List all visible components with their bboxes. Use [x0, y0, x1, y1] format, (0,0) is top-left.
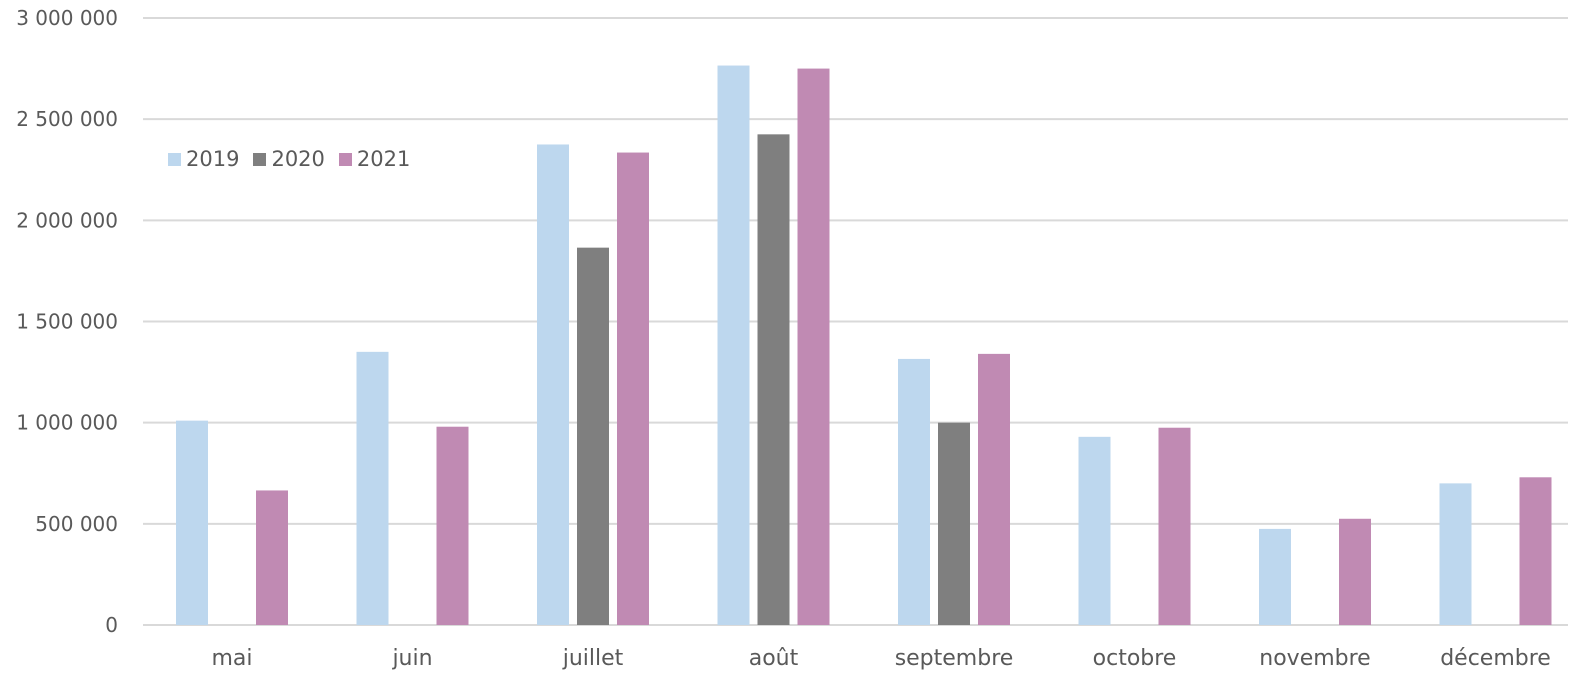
- bar-2019-novembre: [1259, 528, 1291, 625]
- legend: 2019 2020 2021: [168, 147, 410, 171]
- legend-swatch-2021: [338, 152, 352, 166]
- legend-item-2020: 2020: [253, 147, 325, 171]
- x-category-label: novembre: [1259, 646, 1370, 671]
- bar-2019-août: [717, 65, 750, 625]
- bar-2021-juin: [436, 426, 469, 625]
- bar-2021-novembre: [1339, 518, 1371, 625]
- y-tick-label: 2 000 000: [16, 208, 118, 232]
- bar-2019-mai: [176, 420, 208, 625]
- bar-2021-octobre: [1158, 427, 1191, 625]
- x-axis-category-labels: mai juin juillet août septembre octobre novemb…: [211, 646, 1550, 671]
- bar-2020-août: [757, 134, 790, 625]
- y-tick-label: 2 500 000: [16, 107, 118, 131]
- legend-label-2019: 2019: [186, 147, 240, 171]
- legend-swatch-2019: [168, 152, 181, 166]
- bar-2019-juillet: [537, 144, 569, 626]
- x-category-label: octobre: [1093, 646, 1177, 671]
- bar-2019-juin: [356, 351, 389, 625]
- bar-2021-décembre: [1519, 477, 1552, 625]
- x-category-label: septembre: [895, 646, 1014, 671]
- legend-label-2021: 2021: [356, 147, 411, 171]
- bar-2021-mai: [256, 490, 288, 625]
- x-category-label: août: [749, 646, 799, 671]
- y-tick-label: 1 500 000: [16, 310, 118, 334]
- y-tick-label: 3 000 000: [16, 6, 118, 30]
- bar-2019-décembre: [1439, 483, 1472, 625]
- legend-label-2020: 2020: [271, 147, 325, 171]
- bar-2019-octobre: [1078, 436, 1111, 625]
- y-tick-label: 0: [105, 613, 118, 637]
- bar-2020-septembre: [938, 422, 970, 625]
- x-category-label: juin: [391, 646, 432, 671]
- legend-item-2021: 2021: [338, 147, 411, 171]
- bar-2020-juillet: [577, 247, 609, 626]
- legend-item-2019: 2019: [168, 147, 239, 171]
- y-tick-label: 500 000: [35, 512, 118, 536]
- bar-2019-septembre: [898, 358, 930, 625]
- bar-2021-août: [797, 68, 830, 626]
- bar-2021-juillet: [617, 152, 649, 625]
- y-tick-label: 1 000 000: [16, 411, 118, 435]
- x-category-label: décembre: [1440, 646, 1551, 671]
- x-category-label: mai: [211, 646, 252, 671]
- y-axis-tick-labels: 0 500 000 1 000 000 1 500 000 2 000 000 2 500…: [16, 6, 118, 637]
- bar-2021-septembre: [978, 353, 1010, 625]
- x-category-label: juillet: [562, 646, 624, 671]
- bars: [176, 65, 1552, 626]
- legend-swatch-2020: [253, 152, 267, 166]
